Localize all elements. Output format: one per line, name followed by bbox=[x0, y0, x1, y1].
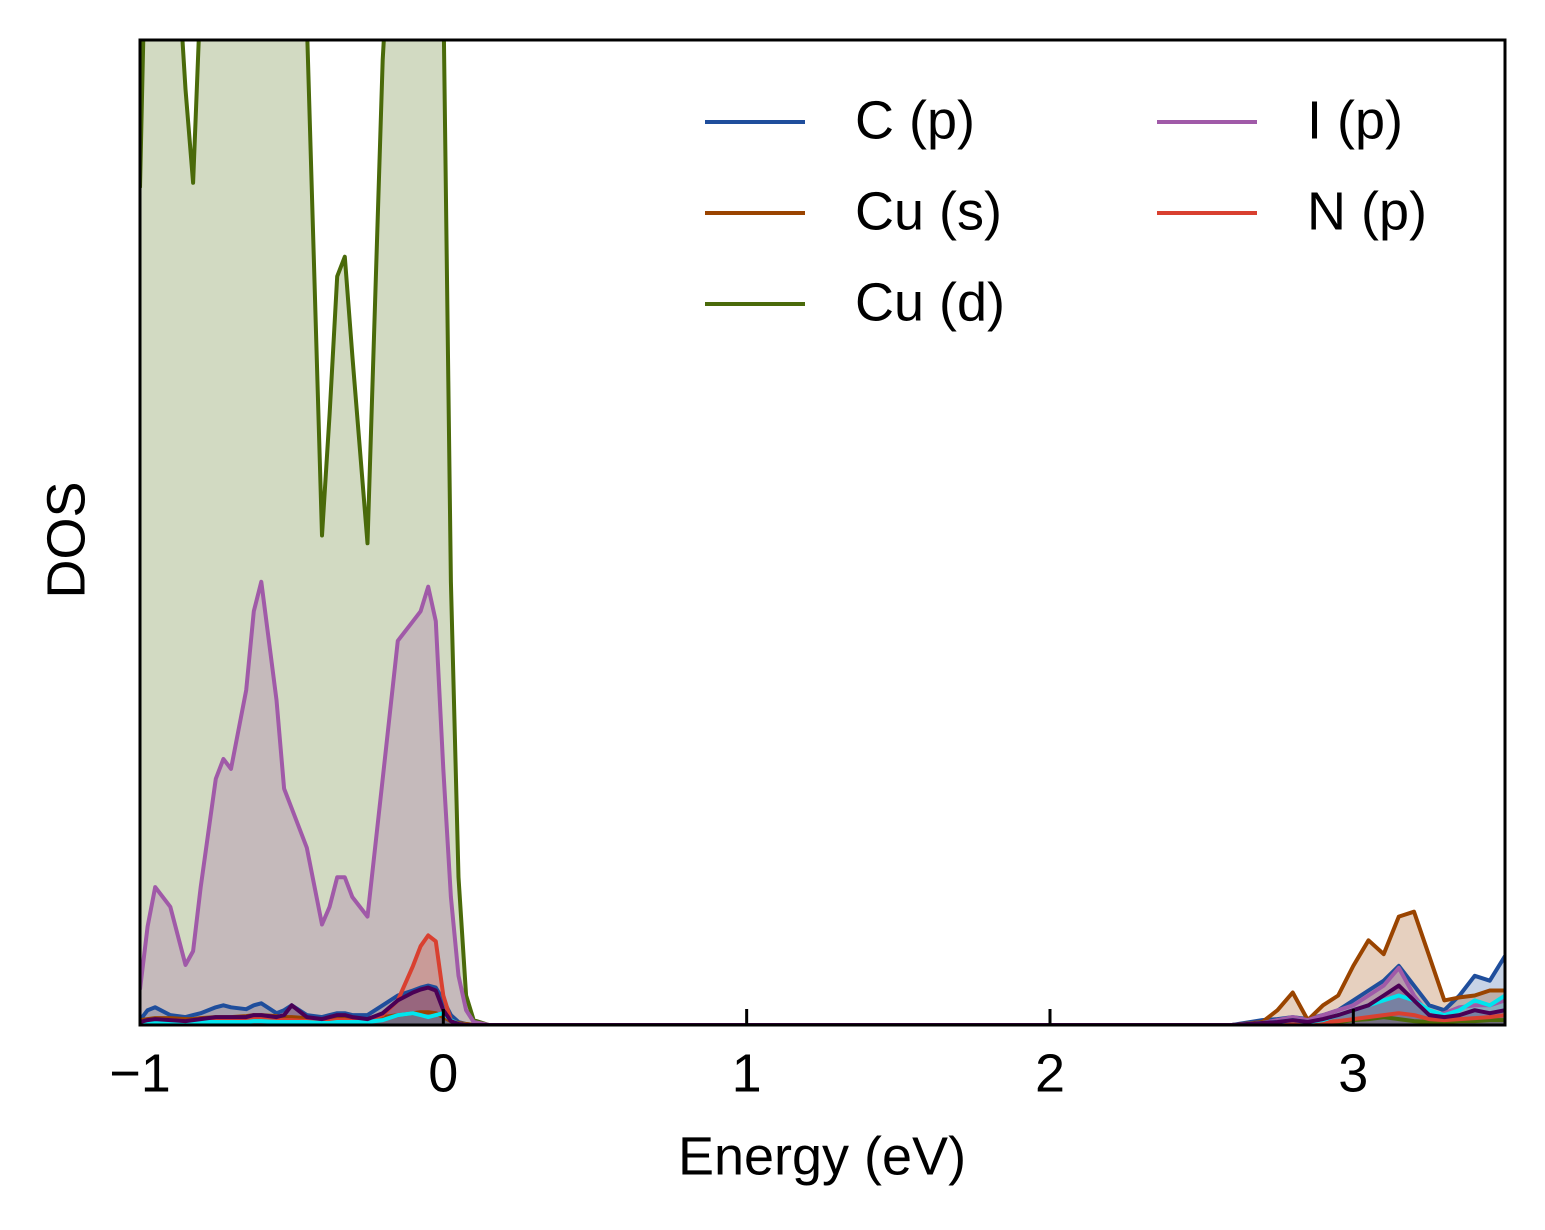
line bbox=[140, 983, 1505, 1025]
legend-label: Cu (s) bbox=[855, 181, 1002, 241]
x-tick-label: 1 bbox=[732, 1043, 762, 1103]
line bbox=[140, 579, 1505, 1025]
legend-label: Cu (d) bbox=[855, 272, 1005, 332]
legend-label: I (p) bbox=[1307, 90, 1403, 150]
x-tick-label: 2 bbox=[1035, 1043, 1065, 1103]
x-tick-label: 0 bbox=[428, 1043, 458, 1103]
area bbox=[140, 581, 1505, 1025]
area bbox=[140, 935, 1505, 1025]
area bbox=[140, 911, 1505, 1025]
x-tick-label: 3 bbox=[1338, 1043, 1368, 1103]
legend-label: N (p) bbox=[1307, 181, 1427, 241]
y-axis-label: DOS bbox=[36, 481, 96, 598]
x-tick-label: −1 bbox=[109, 1043, 171, 1103]
area bbox=[140, 40, 1505, 1025]
x-axis-label: Energy (eV) bbox=[678, 1126, 966, 1186]
legend-label: C (p) bbox=[855, 90, 975, 150]
line bbox=[140, 954, 1505, 1025]
axes-frame bbox=[138, 38, 1507, 1027]
plot-area bbox=[140, 40, 1505, 1025]
